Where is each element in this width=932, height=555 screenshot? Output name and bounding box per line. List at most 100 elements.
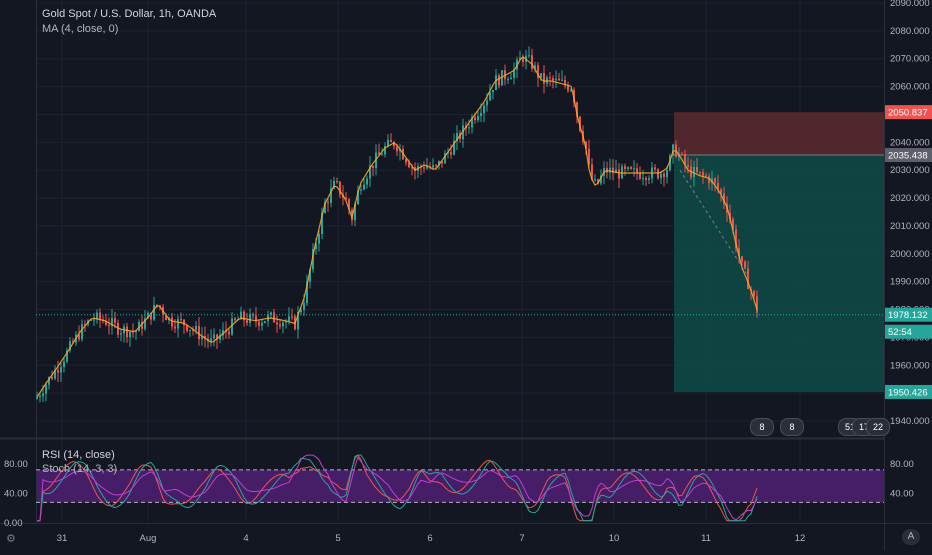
candle-body xyxy=(456,133,458,141)
candle-body xyxy=(390,139,392,143)
candle-body xyxy=(42,393,44,397)
candle-body xyxy=(489,92,491,101)
candle-body xyxy=(291,316,293,318)
date-tick-label: 6 xyxy=(427,533,432,544)
stop-price-tag-bg xyxy=(885,105,932,120)
candle-body xyxy=(171,317,173,327)
candle-body xyxy=(150,312,152,320)
candle-body xyxy=(153,304,155,320)
event-badge[interactable]: 22 xyxy=(866,418,890,436)
candle-body xyxy=(378,152,380,155)
candle-body xyxy=(336,181,338,183)
candle-body xyxy=(369,165,371,179)
auto-scale-button[interactable]: A xyxy=(902,529,920,545)
symbol-title[interactable]: Gold Spot / U.S. Dollar, 1h, OANDA xyxy=(42,8,217,20)
price-tick-label: 1990.000 xyxy=(890,277,930,288)
stop-loss-zone[interactable] xyxy=(674,112,884,156)
candle-body xyxy=(213,334,215,339)
candle-body xyxy=(591,164,593,180)
candle-body xyxy=(141,321,143,329)
event-badge[interactable]: 8 xyxy=(780,418,804,436)
candle-body xyxy=(723,193,725,204)
rsi-indicator-label[interactable]: RSI (14, close) xyxy=(42,449,115,461)
event-badge-count: 8 xyxy=(759,422,765,432)
candle-body xyxy=(78,334,80,340)
candle-body xyxy=(126,326,128,338)
candle-body xyxy=(654,167,656,170)
candle-body xyxy=(717,182,719,190)
candle-body xyxy=(132,331,134,333)
price-tick-label: 2010.000 xyxy=(890,221,930,232)
candle-body xyxy=(255,315,257,322)
candle-body xyxy=(468,127,470,129)
candle-body xyxy=(108,324,110,327)
candle-body xyxy=(303,303,305,310)
candle-body xyxy=(480,113,482,116)
candle-body xyxy=(273,312,275,323)
candle-body xyxy=(519,57,521,60)
candle-body xyxy=(195,325,197,331)
candle-body xyxy=(51,377,53,379)
candle-body xyxy=(576,102,578,117)
candle-body xyxy=(285,321,287,323)
candle-body xyxy=(594,179,596,181)
candle-body xyxy=(513,69,515,78)
candle-body xyxy=(348,199,350,210)
stoch-indicator-label[interactable]: Stoch (14, 3, 3) xyxy=(42,463,118,475)
candle-body xyxy=(69,341,71,351)
candle-body xyxy=(240,311,242,320)
candle-body xyxy=(624,166,626,170)
candle-body xyxy=(522,57,524,62)
candle-body xyxy=(738,248,740,257)
date-tick-label: 11 xyxy=(701,533,711,544)
event-badge[interactable]: 8 xyxy=(750,418,774,436)
candle-body xyxy=(510,77,512,80)
candle-body xyxy=(177,318,179,329)
candle-body xyxy=(270,312,272,315)
candle-body xyxy=(615,169,617,174)
candle-body xyxy=(111,318,113,327)
candle-body xyxy=(234,318,236,321)
candle-body xyxy=(231,318,233,335)
candle-body xyxy=(57,369,59,373)
candle-body xyxy=(648,178,650,180)
gear-icon[interactable]: ⚙ xyxy=(6,533,16,545)
candle-body xyxy=(555,78,557,81)
candle-body xyxy=(462,125,464,140)
take-profit-zone[interactable] xyxy=(674,155,884,392)
candle-body xyxy=(642,178,644,180)
stoch-d-line xyxy=(37,454,758,522)
candle-body xyxy=(612,167,614,174)
candle-body xyxy=(696,166,698,172)
price-tick-label: 2020.000 xyxy=(890,193,930,204)
rsi-band xyxy=(37,469,884,503)
candle-body xyxy=(327,202,329,204)
candle-body xyxy=(117,322,119,335)
candle-body xyxy=(492,90,494,93)
candle-body xyxy=(471,117,473,128)
candle-body xyxy=(321,212,323,234)
candle-body xyxy=(357,190,359,205)
candle-body xyxy=(312,249,314,270)
candle-body xyxy=(276,322,278,325)
candle-body xyxy=(261,322,263,326)
candle-body xyxy=(636,168,638,174)
stop-price-tag: 2050.837 xyxy=(888,108,928,119)
ma-indicator-label[interactable]: MA (4, close, 0) xyxy=(42,23,119,35)
candle-body xyxy=(567,85,569,91)
candle-body xyxy=(243,311,245,321)
candle-body xyxy=(48,377,50,385)
candle-body xyxy=(360,189,362,191)
candle-body xyxy=(756,296,758,313)
candle-body xyxy=(96,312,98,320)
price-tick-label: 2000.000 xyxy=(890,249,930,260)
candle-body xyxy=(744,261,746,269)
candle-body xyxy=(315,243,317,250)
event-badge-count: 51 xyxy=(844,422,855,432)
rsi-left-tick-label: 80.00 xyxy=(4,459,28,470)
candle-body xyxy=(216,334,218,340)
candle-body xyxy=(438,161,440,166)
candle-body xyxy=(174,326,176,329)
